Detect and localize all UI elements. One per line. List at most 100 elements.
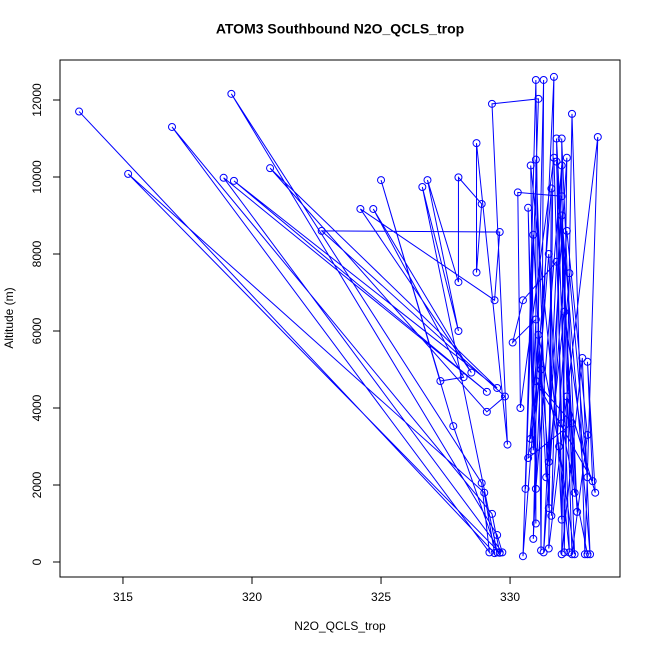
data-point xyxy=(526,161,535,170)
x-tick-label: 320 xyxy=(242,590,262,604)
data-point xyxy=(124,169,133,178)
data-point xyxy=(562,153,571,162)
data-point xyxy=(356,204,365,213)
plot-frame xyxy=(59,59,621,578)
data-point xyxy=(477,199,486,208)
data-point xyxy=(549,153,558,162)
data-point xyxy=(580,550,589,559)
data-point xyxy=(472,139,481,148)
y-tick-label: 10000 xyxy=(30,160,44,194)
y-tick-label: 0 xyxy=(30,558,44,565)
data-point xyxy=(518,552,527,561)
data-point xyxy=(423,176,432,185)
data-point xyxy=(544,504,553,513)
data-point xyxy=(562,392,571,401)
data-point xyxy=(418,183,427,192)
data-point xyxy=(557,192,566,201)
data-point xyxy=(508,338,517,347)
data-point xyxy=(565,269,574,278)
data-point xyxy=(552,257,561,266)
x-tick-label: 315 xyxy=(113,590,133,604)
data-point xyxy=(493,383,502,392)
data-point xyxy=(488,509,496,518)
data-point xyxy=(565,548,574,557)
data-point xyxy=(586,550,595,559)
data-point xyxy=(557,550,566,559)
data-point xyxy=(317,226,326,235)
data-point xyxy=(557,515,566,524)
data-point xyxy=(542,473,551,482)
data-point xyxy=(524,454,533,463)
data-point xyxy=(524,203,533,212)
data-point xyxy=(557,419,566,428)
data-point xyxy=(531,315,540,324)
x-tick-label: 330 xyxy=(500,590,520,604)
data-point xyxy=(549,72,558,81)
data-point xyxy=(583,430,592,439)
data-point xyxy=(534,330,543,339)
data-point xyxy=(75,107,84,116)
data-point xyxy=(526,434,535,443)
data-point xyxy=(227,89,236,98)
data-point xyxy=(544,457,553,466)
data-point xyxy=(219,173,228,182)
data-point xyxy=(454,326,463,335)
data-point xyxy=(588,477,597,486)
data-point xyxy=(472,268,481,277)
data-point xyxy=(568,550,576,559)
chart-title: ATOM3 Southbound N2O_QCLS_trop xyxy=(216,21,464,37)
data-point xyxy=(547,511,556,520)
data-point xyxy=(578,353,587,362)
data-point xyxy=(593,132,602,141)
data-point xyxy=(531,484,540,493)
y-axis-label: Altitude (m) xyxy=(2,287,16,348)
data-point xyxy=(531,75,540,84)
data-point xyxy=(500,392,509,401)
data-point xyxy=(529,230,538,239)
data-point xyxy=(568,109,576,118)
data-point xyxy=(459,373,468,382)
data-point xyxy=(480,488,489,497)
x-axis-label: N2O_QCLS_trop xyxy=(294,619,386,633)
data-point xyxy=(467,368,476,377)
data-point xyxy=(477,479,486,488)
y-tick-label: 8000 xyxy=(30,240,44,267)
data-point xyxy=(485,548,494,557)
data-point xyxy=(454,278,463,287)
data-point xyxy=(573,507,582,516)
data-point xyxy=(513,188,522,197)
data-point xyxy=(531,377,540,386)
y-tick-label: 2000 xyxy=(30,471,44,498)
data-point xyxy=(539,75,548,84)
data-point xyxy=(537,546,546,555)
data-point xyxy=(531,155,540,164)
data-point xyxy=(493,531,502,540)
data-point xyxy=(490,296,499,305)
data-point xyxy=(544,249,553,258)
data-point xyxy=(562,226,571,235)
data-point xyxy=(495,228,504,237)
data-point xyxy=(547,184,556,193)
data-point xyxy=(534,94,543,103)
data-point xyxy=(482,407,491,416)
data-point xyxy=(583,550,592,559)
data-point xyxy=(591,488,600,497)
data-point xyxy=(436,377,445,386)
data-point xyxy=(529,446,538,455)
data-point xyxy=(454,173,463,182)
data-point xyxy=(168,122,176,131)
data-point xyxy=(570,550,579,559)
data-point xyxy=(568,419,576,428)
data-point xyxy=(537,365,546,374)
data-point xyxy=(583,357,592,366)
data-point xyxy=(229,176,238,185)
data-point xyxy=(369,204,378,213)
data-point xyxy=(521,484,530,493)
data-point xyxy=(488,99,496,108)
data-point xyxy=(518,296,527,305)
x-tick-label: 325 xyxy=(371,590,391,604)
data-point xyxy=(498,548,507,557)
y-tick-label: 6000 xyxy=(30,317,44,344)
data-point xyxy=(539,548,548,557)
